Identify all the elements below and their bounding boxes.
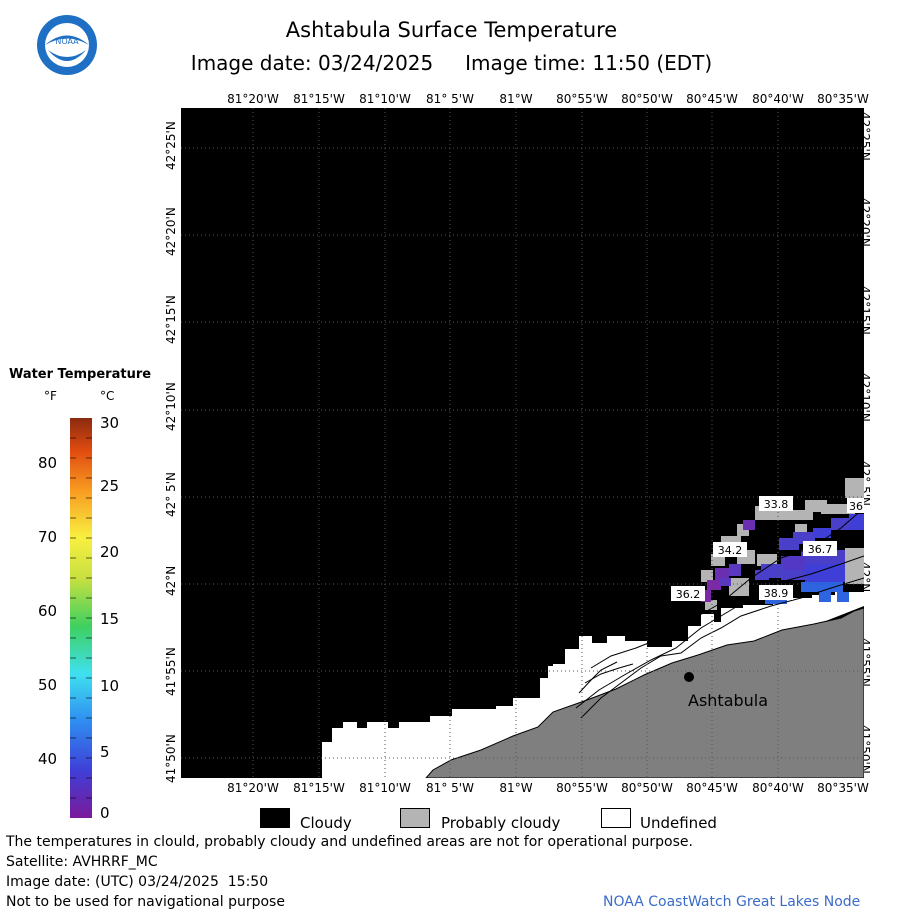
legend-f-tick: 70 xyxy=(38,528,58,546)
lon-tick-top: 81°20'W xyxy=(227,92,279,106)
lon-tick-bottom: 81°10'W xyxy=(359,781,411,795)
lon-tick-bottom: 80°35'W xyxy=(817,781,869,795)
key-probably-cloudy-swatch xyxy=(400,808,430,828)
lon-tick-top: 80°55'W xyxy=(556,92,608,106)
lon-tick-top: 80°35'W xyxy=(817,92,869,106)
legend-title: Water Temperature xyxy=(8,367,152,382)
city-label: Ashtabula xyxy=(688,691,768,710)
temp-label: 36.2 xyxy=(676,588,701,601)
legend-c-tick: 30 xyxy=(100,414,120,432)
lat-tick-left: 42°15'N xyxy=(164,295,178,344)
lon-tick-top: 81° 5'W xyxy=(426,92,474,106)
legend-c-tick: 25 xyxy=(100,477,120,495)
lon-tick-bottom: 80°55'W xyxy=(556,781,608,795)
lat-tick-left: 42°N xyxy=(164,565,178,596)
lon-tick-bottom: 80°45'W xyxy=(686,781,738,795)
lat-tick-left: 42°10'N xyxy=(164,382,178,431)
lon-tick-bottom: 80°50'W xyxy=(621,781,673,795)
utc-date: Image date: (UTC) 03/24/2025 15:50 xyxy=(6,874,269,890)
legend-c-tick: 20 xyxy=(100,543,120,561)
key-undefined-label: Undefined xyxy=(640,814,717,832)
legend-c-tick: 5 xyxy=(100,743,110,761)
lon-tick-top: 81°W xyxy=(499,92,533,106)
lon-tick-bottom: 81°15'W xyxy=(293,781,345,795)
disclaimer: The temperatures in clould, probably clo… xyxy=(6,834,693,850)
undefined-area xyxy=(322,592,864,778)
lon-tick-bottom: 81°20'W xyxy=(227,781,279,795)
lon-tick-top: 81°15'W xyxy=(293,92,345,106)
legend-c-tick: 15 xyxy=(100,610,120,628)
credit-link[interactable]: NOAA CoastWatch Great Lakes Node xyxy=(603,894,861,910)
lat-tick-left: 42°25'N xyxy=(164,121,178,170)
key-probably-cloudy-label: Probably cloudy xyxy=(441,814,561,832)
legend-f-tick: 40 xyxy=(38,750,58,768)
temperature-labels: 33.8 36 34.2 36.7 36.2 38.9 xyxy=(671,496,864,601)
city-marker[interactable] xyxy=(684,672,694,682)
legend-c-tick: 10 xyxy=(100,677,120,695)
land-area xyxy=(425,607,864,778)
temperature-colorbar xyxy=(70,418,92,818)
temp-label: 34.2 xyxy=(718,544,743,557)
legend-c-tick: 0 xyxy=(100,804,110,822)
temp-label: 36 xyxy=(849,500,863,513)
unit-fahrenheit: °F xyxy=(44,389,57,403)
key-undefined-swatch xyxy=(601,808,631,828)
image-date: Image date: 03/24/2025 xyxy=(190,51,434,75)
lat-tick-left: 42°20'N xyxy=(164,207,178,256)
image-time: Image time: 11:50 (EDT) xyxy=(465,51,713,75)
temperature-map[interactable]: 33.8 36 34.2 36.7 36.2 38.9 Ashtabula xyxy=(181,108,864,778)
temp-label: 33.8 xyxy=(764,498,789,511)
lon-tick-top: 80°40'W xyxy=(752,92,804,106)
lon-tick-top: 80°50'W xyxy=(621,92,673,106)
navigation-warning: Not to be used for navigational purpose xyxy=(6,894,285,910)
satellite-info: Satellite: AVHRRF_MC xyxy=(6,854,158,870)
key-cloudy-label: Cloudy xyxy=(300,814,352,832)
temp-label: 36.7 xyxy=(808,543,833,556)
lat-tick-left: 41°50'N xyxy=(164,734,178,783)
lon-tick-bottom: 81° 5'W xyxy=(426,781,474,795)
logo-text: NOAA xyxy=(55,37,79,46)
page-title: Ashtabula Surface Temperature xyxy=(285,18,618,42)
lon-tick-top: 81°10'W xyxy=(359,92,411,106)
legend-f-tick: 50 xyxy=(38,676,58,694)
key-cloudy-swatch xyxy=(260,808,290,828)
noaa-logo: NOAA xyxy=(37,15,97,75)
lat-tick-left: 41°55'N xyxy=(164,647,178,696)
lat-tick-left: 42° 5'N xyxy=(164,472,178,517)
temp-label: 38.9 xyxy=(764,587,789,600)
legend-f-tick: 60 xyxy=(38,602,58,620)
lon-tick-bottom: 81°W xyxy=(499,781,533,795)
lon-tick-bottom: 80°40'W xyxy=(752,781,804,795)
legend-f-tick: 80 xyxy=(38,454,58,472)
image-date-time: Image date: 03/24/2025 Image time: 11:50… xyxy=(0,51,903,75)
unit-celsius: °C xyxy=(100,389,115,403)
lon-tick-top: 80°45'W xyxy=(686,92,738,106)
